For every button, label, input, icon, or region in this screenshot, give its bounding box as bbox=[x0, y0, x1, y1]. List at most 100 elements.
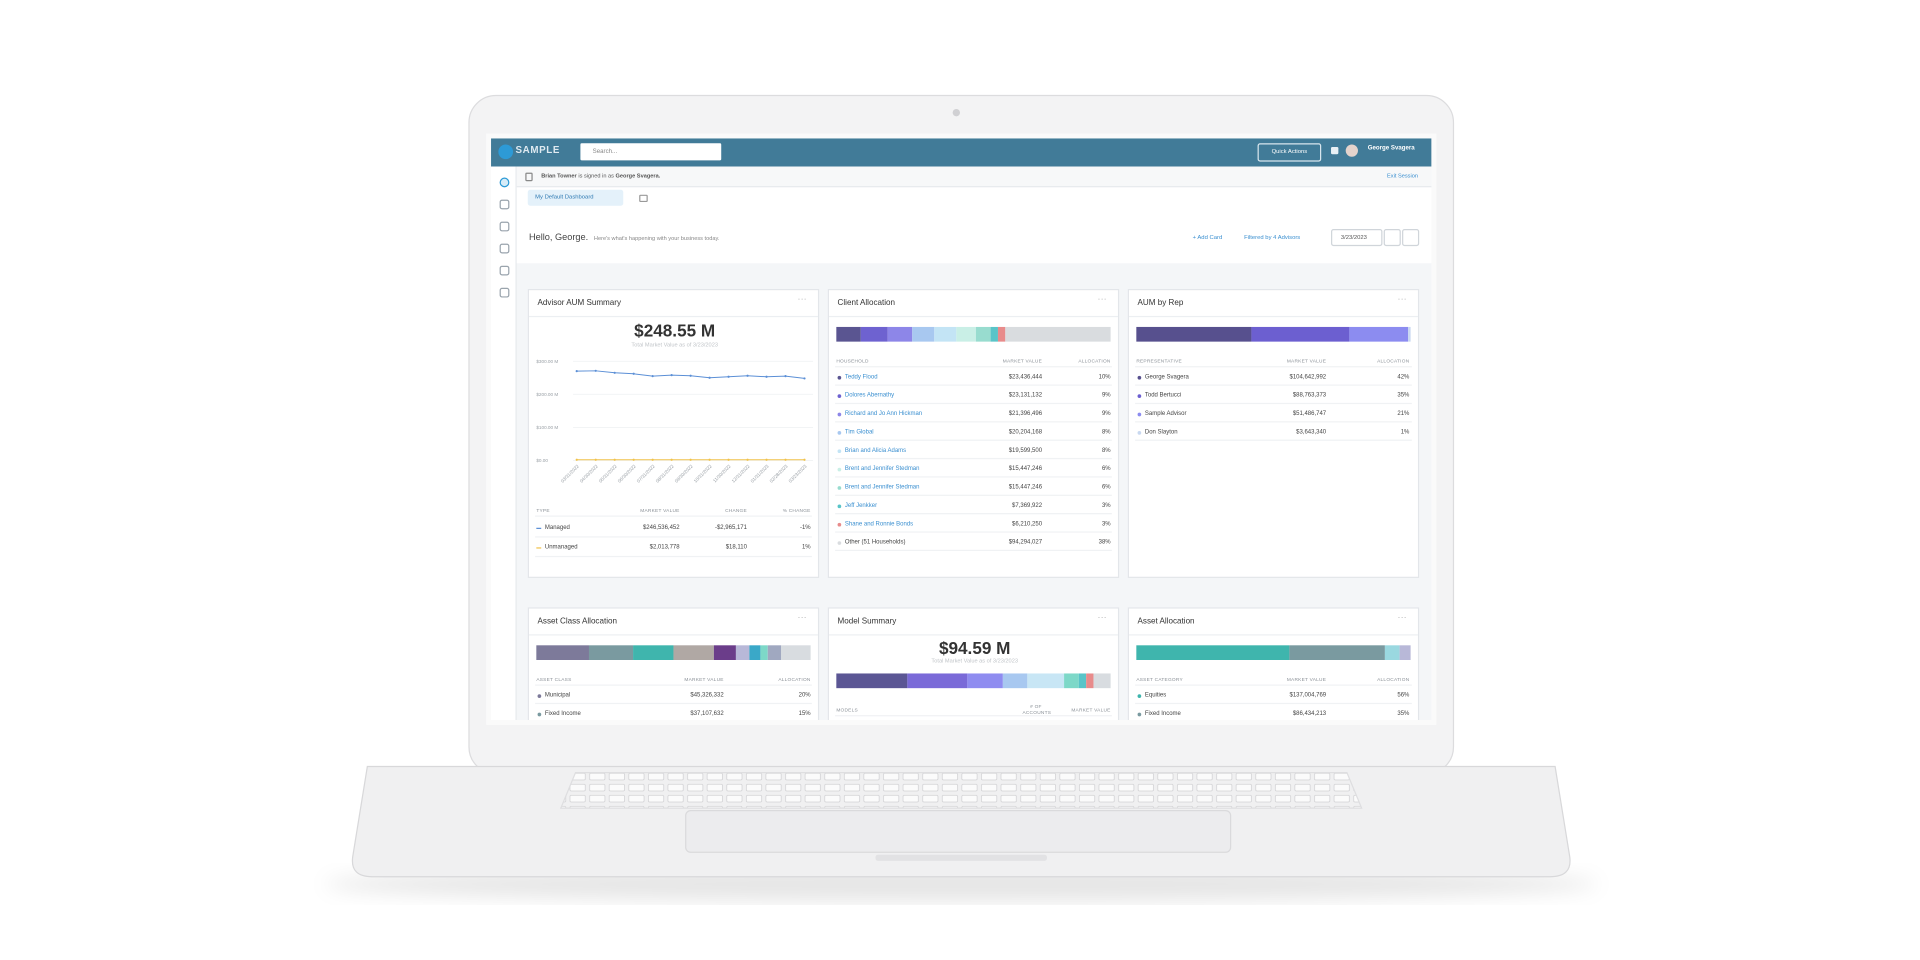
table-cell: Fixed Income bbox=[1144, 711, 1181, 718]
table-cell: 6% bbox=[1101, 466, 1111, 473]
table-cell: Don Slayton bbox=[1144, 429, 1178, 436]
legend-dot bbox=[1137, 712, 1142, 717]
divider bbox=[528, 315, 818, 318]
table-cell: Sample Advisor bbox=[1144, 411, 1187, 418]
table-cell: $18,110 bbox=[725, 544, 747, 552]
nav-icon[interactable] bbox=[499, 221, 510, 232]
column-header: ALLOCATION bbox=[1377, 357, 1410, 364]
table-cell: 20% bbox=[798, 693, 811, 700]
table-cell: 8% bbox=[1101, 429, 1111, 436]
dashboard-tab[interactable]: My Default Dashboard bbox=[527, 189, 624, 206]
table-cell: $15,447,246 bbox=[1008, 484, 1043, 492]
column-header: MARKET VALUE bbox=[1002, 357, 1043, 364]
data-point bbox=[727, 375, 730, 378]
data-point bbox=[803, 458, 806, 461]
dashboard-tab-label: My Default Dashboard bbox=[535, 194, 594, 201]
divider bbox=[1135, 684, 1412, 686]
divider bbox=[835, 715, 1112, 717]
nav-icon[interactable] bbox=[499, 199, 510, 210]
share-icon[interactable] bbox=[639, 194, 648, 203]
legend-dot bbox=[837, 467, 842, 472]
filter[interactable]: Filtered by 4 Advisors bbox=[1244, 234, 1301, 241]
more-button[interactable] bbox=[1402, 228, 1420, 247]
table-cell: Equities bbox=[1144, 693, 1167, 700]
table-cell: Brian and Alicia Adams bbox=[844, 448, 907, 455]
column-header: ASSET CLASS bbox=[536, 675, 572, 683]
calendar-button[interactable] bbox=[1383, 228, 1401, 247]
table-cell: Municipal bbox=[544, 693, 571, 700]
card-menu[interactable]: ··· bbox=[1097, 296, 1107, 304]
legend-dot bbox=[837, 541, 842, 546]
table-cell: $37,107,632 bbox=[690, 711, 724, 718]
card-menu[interactable]: ··· bbox=[1397, 296, 1407, 304]
nav-icon[interactable] bbox=[499, 265, 510, 276]
table-cell: Brent and Jennifer Stedman bbox=[844, 484, 920, 492]
divider bbox=[835, 421, 1112, 423]
legend-dot bbox=[837, 504, 842, 509]
divider bbox=[835, 549, 1112, 552]
signed-in-user: Brian Towner bbox=[541, 172, 577, 179]
divider bbox=[535, 702, 812, 705]
divider bbox=[535, 536, 812, 538]
search-box[interactable]: Search... bbox=[580, 143, 722, 161]
table-cell: -1% bbox=[799, 525, 811, 532]
quick-actions-button[interactable]: Quick Actions bbox=[1257, 143, 1322, 162]
data-point bbox=[651, 375, 654, 378]
data-point bbox=[632, 458, 635, 461]
table-cell: $21,396,496 bbox=[1008, 411, 1043, 418]
legend-dot bbox=[837, 449, 842, 454]
hinge-notch bbox=[875, 854, 1047, 861]
greeting-area: My Default Dashboard Hello, George. Here… bbox=[516, 187, 1432, 264]
nav-icon[interactable] bbox=[499, 243, 510, 254]
column-header: HOUSEHOLD bbox=[836, 357, 869, 364]
x-tick-label: 04/30/2022 bbox=[579, 463, 599, 483]
nav-icon[interactable] bbox=[499, 287, 510, 298]
divider bbox=[1128, 315, 1418, 318]
legend-dot bbox=[837, 412, 842, 417]
logo-text: SAMPLE bbox=[515, 144, 561, 156]
signed-in-line: Brian Towner is signed in as George Svag… bbox=[541, 173, 660, 179]
card-menu[interactable]: ··· bbox=[797, 296, 807, 304]
table-cell: 3% bbox=[1101, 503, 1111, 510]
data-point bbox=[689, 374, 692, 377]
avatar[interactable] bbox=[1345, 144, 1358, 157]
puzzle-icon[interactable] bbox=[1331, 146, 1339, 155]
table-cell: Tim Global bbox=[844, 429, 874, 436]
greeting-title: Hello, George. bbox=[528, 231, 589, 243]
y-tick-label: $0.00 bbox=[536, 458, 548, 463]
divider bbox=[1128, 634, 1418, 636]
table-cell: Teddy Flood bbox=[844, 374, 878, 381]
data-point bbox=[632, 372, 635, 375]
divider bbox=[535, 684, 812, 686]
allocation-bar bbox=[536, 645, 811, 660]
table-cell: $2,013,778 bbox=[649, 544, 680, 552]
card-menu[interactable]: ··· bbox=[797, 614, 807, 623]
data-point bbox=[670, 374, 673, 377]
user-name[interactable]: George Svagera bbox=[1367, 144, 1415, 152]
legend-dot bbox=[537, 694, 542, 699]
greeting-subtitle: Here's what's happening with your busine… bbox=[593, 234, 720, 241]
data-point bbox=[708, 376, 711, 379]
card: Model Summary ··· $94.59 M Total Market … bbox=[827, 607, 1120, 720]
card-menu[interactable]: ··· bbox=[1397, 614, 1407, 623]
logo-icon bbox=[498, 144, 514, 160]
allocation-bar bbox=[1136, 645, 1411, 660]
legend-dot bbox=[1137, 431, 1142, 435]
y-tick-label: $200.00 M bbox=[536, 392, 558, 397]
nav-icon[interactable] bbox=[499, 177, 510, 188]
divider bbox=[828, 315, 1118, 318]
x-tick-label: 05/31/2022 bbox=[598, 463, 618, 483]
column-header: CHANGE bbox=[725, 506, 747, 514]
data-point bbox=[803, 377, 806, 380]
date-picker[interactable]: 3/23/2023 bbox=[1331, 228, 1383, 247]
session-banner: Brian Towner is signed in as George Svag… bbox=[516, 166, 1432, 188]
screen: SAMPLE Search... Quick Actions George Sv… bbox=[491, 138, 1432, 720]
card-menu[interactable]: ··· bbox=[1097, 614, 1107, 623]
add-card[interactable]: + Add Card bbox=[1192, 234, 1223, 241]
table-cell: 56% bbox=[1397, 693, 1410, 700]
divider bbox=[535, 515, 812, 517]
divider bbox=[1135, 366, 1412, 368]
exit-session[interactable]: Exit Session bbox=[1387, 172, 1418, 179]
legend-swatch bbox=[536, 547, 542, 549]
x-tick-label: 02/28/2023 bbox=[769, 463, 789, 483]
